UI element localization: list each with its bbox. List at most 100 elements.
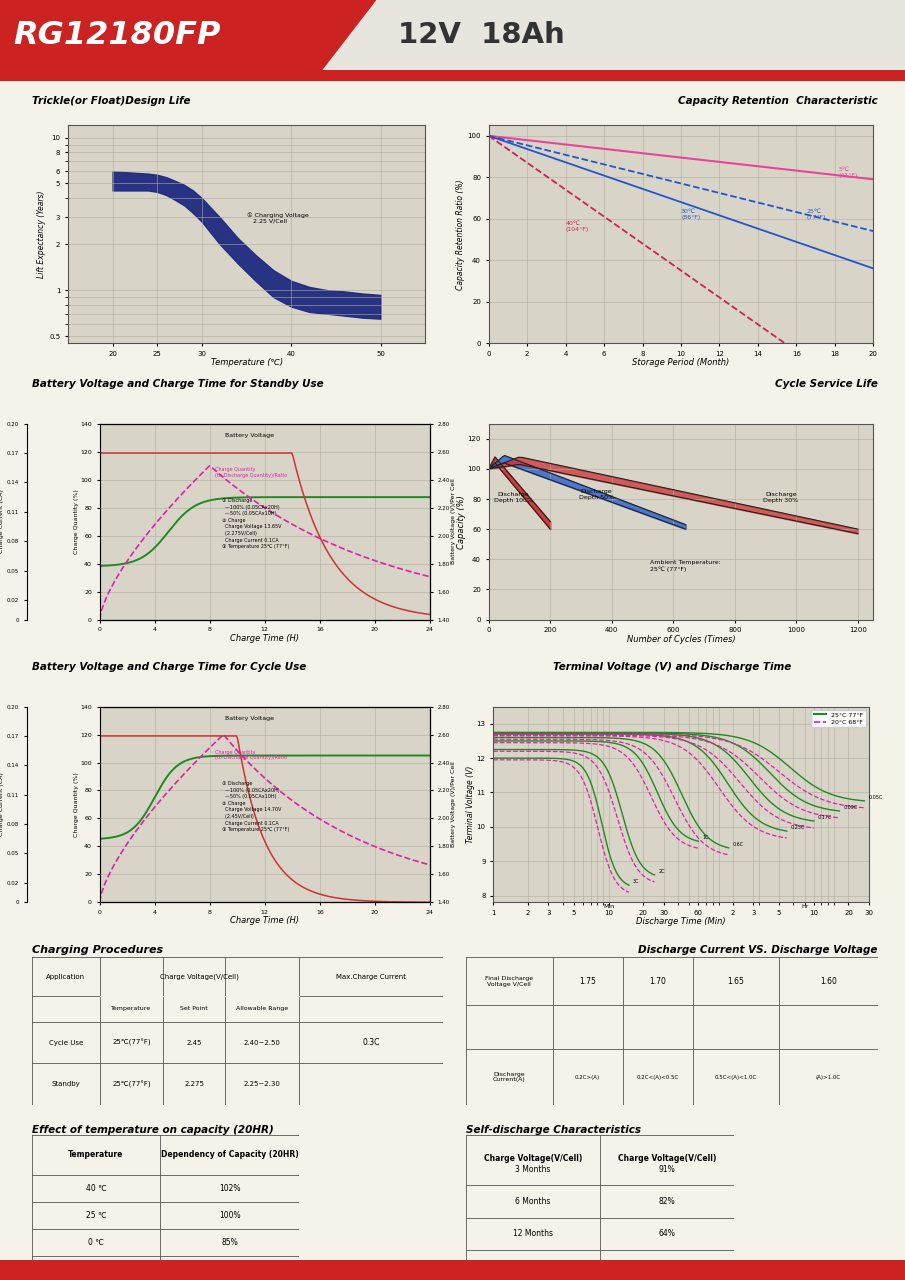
Polygon shape xyxy=(0,70,905,81)
Text: 25 ℃: 25 ℃ xyxy=(86,1211,106,1220)
Text: 6 Months: 6 Months xyxy=(515,1197,550,1206)
Polygon shape xyxy=(0,1260,905,1280)
Text: 0.2C<(A)<0.5C: 0.2C<(A)<0.5C xyxy=(636,1074,679,1079)
Text: 65%: 65% xyxy=(222,1265,238,1274)
Text: Discharge
Current(A): Discharge Current(A) xyxy=(493,1071,526,1083)
Text: 0.2C>(A): 0.2C>(A) xyxy=(575,1074,600,1079)
Text: 3 Months: 3 Months xyxy=(515,1165,550,1174)
Y-axis label: Lift Expectancy (Years): Lift Expectancy (Years) xyxy=(37,191,46,278)
Text: Effect of temperature on capacity (20HR): Effect of temperature on capacity (20HR) xyxy=(32,1125,273,1135)
Y-axis label: Charge Current (CA): Charge Current (CA) xyxy=(0,490,5,553)
Text: 85%: 85% xyxy=(222,1238,238,1247)
Text: 82%: 82% xyxy=(659,1197,675,1206)
Text: Charge Voltage(V/Cell): Charge Voltage(V/Cell) xyxy=(617,1155,716,1164)
Text: Battery Voltage: Battery Voltage xyxy=(225,434,274,438)
Text: (A)>1.0C: (A)>1.0C xyxy=(816,1074,841,1079)
Text: 25℃(77°F): 25℃(77°F) xyxy=(112,1039,151,1047)
Text: Charge Quantity
(to-Discharge Quantity)/Ratio: Charge Quantity (to-Discharge Quantity)/… xyxy=(215,750,287,760)
Text: ① Charging Voltage
   2.25 V/Cell: ① Charging Voltage 2.25 V/Cell xyxy=(246,212,309,224)
Text: 0.3C: 0.3C xyxy=(363,1038,380,1047)
Y-axis label: Charge Quantity (%): Charge Quantity (%) xyxy=(74,772,79,837)
Text: 100%: 100% xyxy=(219,1211,241,1220)
Text: Temperature: Temperature xyxy=(68,1151,124,1160)
Text: Hr: Hr xyxy=(801,904,808,909)
Text: 0.09C: 0.09C xyxy=(843,805,857,810)
Text: Capacity Retention  Characteristic: Capacity Retention Characteristic xyxy=(678,96,878,106)
Text: 5℃
(41°F): 5℃ (41°F) xyxy=(839,168,858,178)
Text: Battery Voltage: Battery Voltage xyxy=(225,717,274,721)
Text: Ambient Temperature:
25℃ (77°F): Ambient Temperature: 25℃ (77°F) xyxy=(650,561,721,572)
Text: 1.70: 1.70 xyxy=(649,977,666,986)
X-axis label: Temperature (℃): Temperature (℃) xyxy=(211,358,282,367)
Text: 12 Months: 12 Months xyxy=(513,1230,553,1239)
Text: Temperature: Temperature xyxy=(111,1006,152,1011)
Text: RG12180FP: RG12180FP xyxy=(14,19,221,51)
X-axis label: Storage Period (Month): Storage Period (Month) xyxy=(633,358,729,367)
Text: 40 ℃: 40 ℃ xyxy=(86,1184,106,1193)
Text: 0.5C<(A)<1.0C: 0.5C<(A)<1.0C xyxy=(715,1074,757,1079)
Y-axis label: Charge Quantity (%): Charge Quantity (%) xyxy=(74,489,79,554)
Y-axis label: Battery Voltage (V)/Per Cell: Battery Voltage (V)/Per Cell xyxy=(452,479,456,564)
Text: Discharge
Depth 100%: Discharge Depth 100% xyxy=(494,493,533,503)
Text: 0.17C: 0.17C xyxy=(817,815,832,820)
Y-axis label: Capacity Retention Ratio (%): Capacity Retention Ratio (%) xyxy=(456,179,465,289)
Text: Final Discharge
Voltage V/Cell: Final Discharge Voltage V/Cell xyxy=(485,975,533,987)
Polygon shape xyxy=(0,0,376,70)
FancyBboxPatch shape xyxy=(0,0,905,70)
Text: 1.65: 1.65 xyxy=(728,977,744,986)
Text: Application: Application xyxy=(46,974,85,979)
Text: Set Point: Set Point xyxy=(180,1006,208,1011)
Text: -15 ℃: -15 ℃ xyxy=(84,1265,108,1274)
Text: Charge Voltage(V/Cell): Charge Voltage(V/Cell) xyxy=(484,1155,582,1164)
Text: Max.Charge Current: Max.Charge Current xyxy=(337,974,406,979)
Legend: 25°C 77°F, 20°C 68°F: 25°C 77°F, 20°C 68°F xyxy=(811,709,866,727)
Text: Charge Quantity
(to-Discharge Quantity)/Ratio: Charge Quantity (to-Discharge Quantity)/… xyxy=(215,467,287,477)
Text: 2.275: 2.275 xyxy=(185,1082,205,1087)
Text: 0.25C: 0.25C xyxy=(791,826,805,831)
Text: 2.45: 2.45 xyxy=(186,1039,202,1046)
Text: Allowable Range: Allowable Range xyxy=(236,1006,289,1011)
Text: 2.40~2.50: 2.40~2.50 xyxy=(243,1039,281,1046)
Text: Discharge
Depth 30%: Discharge Depth 30% xyxy=(764,493,798,503)
Text: Cycle Use: Cycle Use xyxy=(49,1039,82,1046)
Text: 1C: 1C xyxy=(702,836,709,840)
Text: Dependency of Capacity (20HR): Dependency of Capacity (20HR) xyxy=(161,1151,299,1160)
Text: Discharge Current VS. Discharge Voltage: Discharge Current VS. Discharge Voltage xyxy=(638,945,878,955)
Text: Terminal Voltage (V) and Discharge Time: Terminal Voltage (V) and Discharge Time xyxy=(553,662,791,672)
Y-axis label: Charge Current (CA): Charge Current (CA) xyxy=(0,773,5,836)
Text: Standby: Standby xyxy=(52,1082,80,1087)
Text: Charging Procedures: Charging Procedures xyxy=(32,945,163,955)
Text: 91%: 91% xyxy=(659,1165,675,1174)
Text: 102%: 102% xyxy=(219,1184,241,1193)
Text: 12V  18Ah: 12V 18Ah xyxy=(398,22,565,49)
Text: 25℃(77°F): 25℃(77°F) xyxy=(112,1080,151,1088)
Text: 64%: 64% xyxy=(658,1230,675,1239)
X-axis label: Number of Cycles (Times): Number of Cycles (Times) xyxy=(626,635,736,644)
Text: Trickle(or Float)Design Life: Trickle(or Float)Design Life xyxy=(32,96,190,106)
Text: Min: Min xyxy=(603,904,614,909)
Text: 0 ℃: 0 ℃ xyxy=(88,1238,104,1247)
Text: 1.75: 1.75 xyxy=(579,977,596,986)
Text: 0.05C: 0.05C xyxy=(868,795,882,800)
Text: ① Discharge
  —100% (0.05CAx20H)
  —50% (0.05CAx10H)
② Charge
  Charge Voltage 1: ① Discharge —100% (0.05CAx20H) —50% (0.0… xyxy=(222,498,289,549)
X-axis label: Charge Time (H): Charge Time (H) xyxy=(230,634,300,643)
Text: Battery Voltage and Charge Time for Standby Use: Battery Voltage and Charge Time for Stan… xyxy=(32,379,323,389)
Text: Charge Voltage(V/Cell): Charge Voltage(V/Cell) xyxy=(160,973,239,979)
X-axis label: Charge Time (H): Charge Time (H) xyxy=(230,916,300,925)
Y-axis label: Terminal Voltage (V): Terminal Voltage (V) xyxy=(466,765,475,844)
Text: 2C: 2C xyxy=(658,869,665,874)
Text: 40℃
(104°F): 40℃ (104°F) xyxy=(566,221,589,232)
Text: 30℃
(86°F): 30℃ (86°F) xyxy=(681,209,700,220)
Text: 2.25~2.30: 2.25~2.30 xyxy=(243,1082,281,1087)
Text: Cycle Service Life: Cycle Service Life xyxy=(775,379,878,389)
Text: 3C: 3C xyxy=(633,879,639,884)
X-axis label: Discharge Time (Min): Discharge Time (Min) xyxy=(636,918,726,927)
Text: 1.60: 1.60 xyxy=(820,977,837,986)
Y-axis label: Battery Voltage (V)/Per Cell: Battery Voltage (V)/Per Cell xyxy=(452,762,456,847)
Text: Self-discharge Characteristics: Self-discharge Characteristics xyxy=(466,1125,641,1135)
Text: Discharge
Depth 50%: Discharge Depth 50% xyxy=(579,489,614,500)
Text: 0.6C: 0.6C xyxy=(733,842,744,847)
Text: Battery Voltage and Charge Time for Cycle Use: Battery Voltage and Charge Time for Cycl… xyxy=(32,662,306,672)
Text: ① Discharge
  —100% (0.05CAx20H)
  —50% (0.05CAx10H)
② Charge
  Charge Voltage 1: ① Discharge —100% (0.05CAx20H) —50% (0.0… xyxy=(222,781,289,832)
Text: 25℃
(77°F): 25℃ (77°F) xyxy=(806,209,825,220)
